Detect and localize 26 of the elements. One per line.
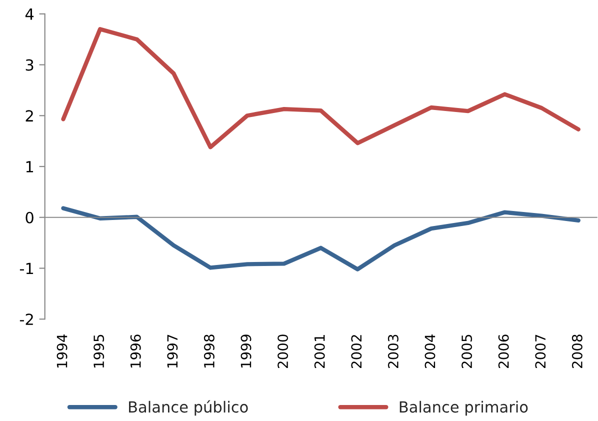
y-tick-label: 4 [25, 8, 34, 20]
x-tick-label: 1994 [56, 334, 68, 368]
legend-label: Balance público [129, 400, 248, 416]
x-tick-label: 1997 [167, 334, 178, 368]
legend-label: Balance primario [400, 400, 528, 416]
y-tick-label: 2 [26, 110, 33, 122]
x-tick-label: 1996 [130, 334, 141, 368]
x-tick-label: 1995 [94, 334, 104, 368]
y-tick-label: -2 [20, 314, 33, 325]
x-tick-label: 2005 [462, 334, 472, 368]
x-tick-label: 1998 [204, 334, 214, 368]
y-tick-label: 1 [26, 161, 34, 172]
x-tick-label: 2006 [498, 334, 509, 368]
line-series [61, 206, 580, 272]
y-tick-label: 0 [26, 212, 34, 224]
x-tick-label: 2007 [535, 334, 546, 368]
y-tick-label: 3 [26, 59, 34, 71]
x-tick-label: 2002 [351, 335, 362, 368]
y-tick-label: -1 [20, 262, 34, 274]
line-series [61, 27, 580, 150]
x-tick-label: 1999 [240, 334, 252, 368]
x-tick-label: 2008 [572, 334, 582, 368]
x-tick-label: 2001 [314, 334, 325, 368]
x-tick-label: 2003 [388, 334, 398, 368]
x-tick-label: 2000 [278, 334, 288, 368]
x-tick-label: 2004 [424, 334, 436, 368]
